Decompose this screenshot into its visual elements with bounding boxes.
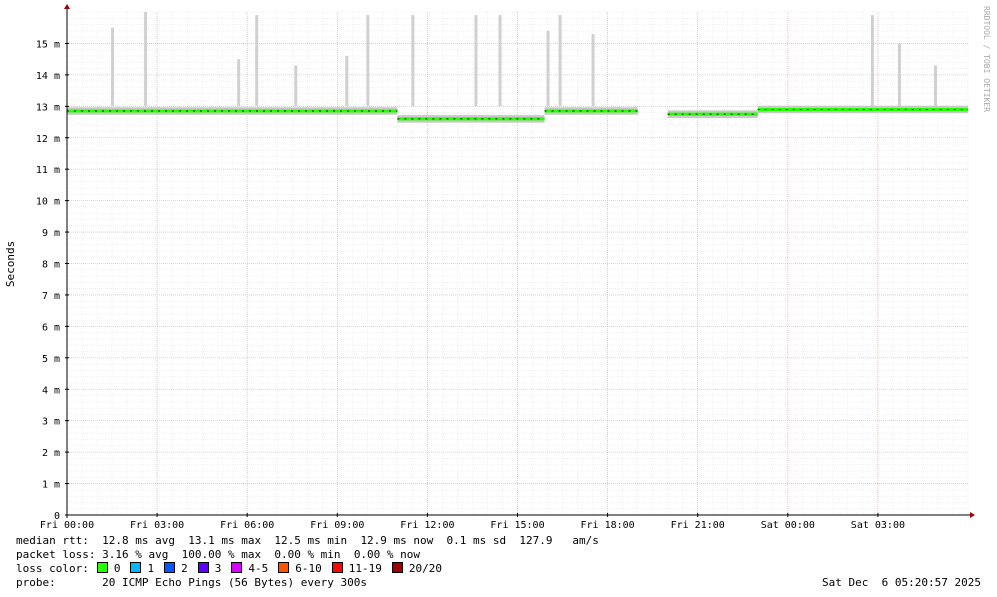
loss-color-swatch	[197, 562, 209, 573]
y-tick-label: 11 m	[36, 165, 60, 176]
loss-avg: 3.16 % avg	[102, 548, 169, 561]
y-tick-label: 4 m	[42, 385, 60, 396]
loss-color-swatch-label: 20/20	[408, 562, 442, 575]
rtt-min: 12.5 ms min	[274, 534, 348, 547]
y-tick-label: 12 m	[36, 134, 60, 145]
spike	[498, 15, 502, 107]
y-tick-label: 13 m	[36, 102, 60, 113]
timestamp: Sat Dec 6 05:20:57 2025	[822, 576, 981, 589]
spike	[345, 56, 349, 107]
probe-text: 20 ICMP Echo Pings (56 Bytes) every 300s	[102, 576, 368, 589]
loss-legend-row: packet loss: 3.16 % avg 100.00 % max 0.0…	[16, 548, 420, 562]
x-axis-arrow	[970, 512, 975, 518]
rtt-sd: 0.1 ms sd	[446, 534, 507, 547]
rtt-legend-row: median rtt: 12.8 ms avg 13.1 ms max 12.5…	[16, 534, 599, 548]
loss-color-swatch-label: 2	[181, 562, 188, 575]
rtt-avg: 12.8 ms avg	[102, 534, 175, 547]
axes	[64, 4, 975, 518]
grid	[66, 11, 969, 516]
loss-color-swatch	[391, 562, 403, 573]
loss-color-swatch	[331, 562, 343, 573]
watermark: RRDTOOL / TOBI OETIKER	[982, 6, 991, 112]
spike	[366, 15, 370, 107]
median-line	[67, 107, 968, 121]
x-tick-label: Sat 03:00	[851, 520, 905, 531]
x-tick-labels: Fri 00:00 Fri 03:00 Fri 06:00 Fri 09:00 Fri …	[40, 520, 905, 531]
y-tick-label: 10 m	[36, 197, 60, 208]
spike	[546, 30, 550, 107]
x-tick-label: Fri 09:00	[310, 520, 364, 531]
loss-color-swatch-label: 4-5	[248, 562, 269, 575]
loss-now: 0.00 % now	[353, 548, 421, 561]
y-tick-label: 0	[54, 511, 60, 522]
x-tick-label: Fri 03:00	[130, 520, 184, 531]
y-axis-label: Seconds	[4, 241, 17, 287]
y-tick-label: 1 m	[42, 480, 60, 491]
x-tick-label: Fri 15:00	[490, 520, 544, 531]
probe-legend-row: probe: 20 ICMP Echo Pings (56 Bytes) eve…	[16, 576, 367, 590]
loss-color-swatch	[278, 562, 290, 573]
spike	[933, 65, 937, 107]
loss-color-swatch-label: 0	[113, 562, 121, 575]
y-tick-label: 9 m	[42, 228, 60, 239]
spike-layer	[111, 12, 937, 107]
spike	[144, 12, 148, 107]
loss-color-swatch-label: 3	[214, 562, 222, 575]
x-tick-label: Fri 18:00	[581, 520, 635, 531]
y-tick-label: 15 m	[36, 39, 60, 50]
y-tick-labels: 0 1 m 2 m 3 m 4 m 5 m 6 m 7 m 8 m 9 m 10 m 11 m 12 m…	[36, 39, 60, 522]
y-tick-label: 7 m	[42, 291, 60, 302]
loss-color-swatch-label: 11-19	[348, 562, 382, 575]
spike	[411, 15, 415, 107]
spike	[897, 43, 901, 107]
y-axis-arrow	[64, 4, 70, 9]
loss-color-swatch	[231, 562, 243, 573]
loss-color-swatch	[164, 562, 176, 573]
loss-color-label: loss color:	[16, 562, 89, 575]
rtt-rate: 127.9	[519, 534, 553, 547]
loss-color-swatch	[96, 562, 108, 573]
spike	[255, 15, 259, 107]
spike	[111, 27, 115, 107]
x-tick-label: Fri 06:00	[220, 520, 274, 531]
x-tick-label: Fri 21:00	[671, 520, 725, 531]
x-tick-label: Fri 12:00	[400, 520, 454, 531]
spike	[237, 59, 241, 107]
rtt-rate-unit: am/s	[572, 534, 599, 547]
y-tick-label: 5 m	[42, 354, 60, 365]
latency-chart: 0 1 m 2 m 3 m 4 m 5 m 6 m 7 m 8 m 9 m 10 m 11 m 12 m…	[4, 4, 991, 531]
spike	[591, 34, 595, 107]
loss-color-swatch	[130, 562, 142, 573]
spike	[870, 15, 874, 107]
rtt-now: 12.9 ms now	[360, 534, 434, 547]
y-tick-label: 6 m	[42, 322, 60, 333]
x-tick-label: Fri 00:00	[40, 520, 94, 531]
loss-label: packet loss:	[16, 548, 96, 561]
spike	[294, 65, 298, 107]
x-tick-label: Sat 00:00	[761, 520, 815, 531]
spike	[474, 15, 478, 107]
loss-color-swatch-label: 1	[147, 562, 155, 575]
loss-color-legend: loss color: 0 1 2 3 4-5 6-10 11-19 20/20	[16, 562, 444, 576]
y-tick-label: 2 m	[42, 448, 60, 459]
rtt-max: 13.1 ms max	[188, 534, 262, 547]
y-tick-label: 14 m	[36, 71, 60, 82]
probe-label: probe:	[16, 576, 56, 589]
spike	[558, 15, 562, 107]
loss-min: 0.00 % min	[274, 548, 341, 561]
rtt-label: median rtt:	[16, 534, 89, 547]
loss-max: 100.00 % max	[181, 548, 262, 561]
y-tick-label: 3 m	[42, 417, 60, 428]
loss-color-swatch-label: 6-10	[295, 562, 322, 575]
y-tick-label: 8 m	[42, 260, 60, 271]
